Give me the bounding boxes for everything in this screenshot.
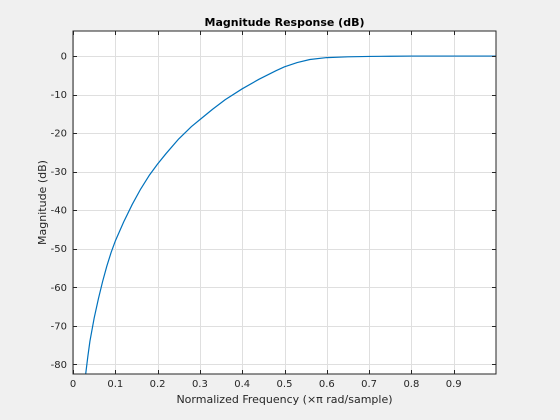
x-axis-label: Normalized Frequency (×π rad/sample) [176,393,392,406]
y-tick-label: -50 [51,244,67,255]
y-tick-label: -60 [51,283,67,294]
chart-title: Magnitude Response (dB) [205,16,365,29]
magnitude-curve [85,55,496,375]
x-tick-label: 0.6 [319,379,335,390]
x-tick-label: 0.4 [234,379,250,390]
x-tick-label: 0.7 [361,379,377,390]
x-tick-label: 0.5 [277,379,293,390]
y-tick-label: -30 [51,167,67,178]
y-tick-label: -80 [51,360,67,371]
y-tick-label: -70 [51,321,67,332]
x-tick-label: 0.3 [192,379,208,390]
plot-frame [72,30,497,375]
y-tick-label: -10 [51,90,67,101]
x-tick-label: 0 [70,379,76,390]
ticks [73,31,496,374]
y-axis-label: Magnitude (dB) [36,160,49,245]
y-tick-label: 0 [61,52,67,63]
x-tick-label: 0.9 [446,379,462,390]
tick-labels: 0 0.1 0.2 0.3 0.4 0.5 0.6 0.7 0.8 0.9 0 -10 -20 -30 -4… [51,52,462,390]
series-layer [85,55,496,375]
y-tick-label: -20 [51,129,67,140]
y-tick-label: -40 [51,206,67,217]
x-tick-label: 0.8 [403,379,419,390]
x-tick-label: 0.2 [150,379,166,390]
x-tick-label: 0.1 [107,379,123,390]
plot-area [73,31,496,374]
